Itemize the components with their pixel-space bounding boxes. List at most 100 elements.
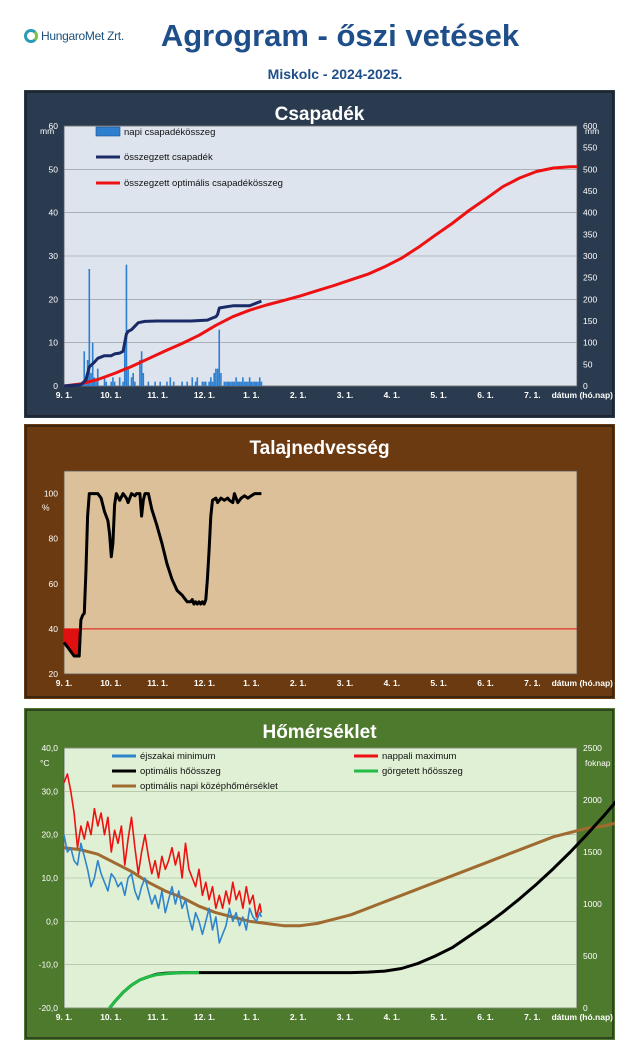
precip-bar: [123, 347, 126, 386]
y-left-tick-label: 10,0: [41, 873, 58, 883]
precip-bar: [125, 264, 128, 386]
precip-bar: [132, 373, 134, 386]
precip-bar: [223, 381, 226, 386]
y-right-tick-label: 400: [583, 208, 597, 218]
y-left-tick-label: 40: [49, 208, 59, 218]
precip-bar: [95, 381, 97, 386]
y-right-tick-label: 150: [583, 316, 597, 326]
y-unit: %: [42, 503, 50, 513]
x-tick-label: 7. 1.: [524, 390, 541, 400]
x-tick-label: 10. 1.: [100, 390, 121, 400]
precip-bar: [245, 381, 248, 386]
precip-bar: [237, 381, 239, 386]
x-tick-label: 7. 1.: [524, 678, 541, 688]
precip-bar: [110, 381, 113, 386]
panel-title: Csapadék: [275, 104, 365, 125]
precip-bar: [130, 377, 133, 386]
y-right-tick-label: 1000: [583, 899, 602, 909]
x-tick-label: 11. 1.: [147, 678, 168, 688]
panel-border: [25, 91, 614, 417]
precip-bar: [226, 381, 229, 386]
x-tick-label: 4. 1.: [384, 678, 401, 688]
y-right-tick-label: 1500: [583, 847, 602, 857]
precip-bar: [113, 381, 116, 386]
precip-bar: [154, 381, 156, 386]
precip-bar: [169, 377, 172, 386]
nightly-min-line: [63, 834, 263, 944]
precip-bar: [127, 368, 129, 386]
deficit-area: [64, 628, 81, 656]
precip-bar: [242, 377, 244, 386]
y-right-tick-label: 200: [583, 294, 597, 304]
x-tick-label: 12. 1.: [194, 390, 215, 400]
x-tick-label: 1. 1.: [243, 678, 260, 688]
y-tick-label: 20: [49, 669, 59, 679]
x-tick-label: 9. 1.: [56, 1012, 73, 1022]
y-right-tick-label: 100: [583, 338, 597, 348]
precip-bar: [233, 381, 236, 386]
precip-bar: [186, 381, 188, 386]
precip-bar: [105, 381, 107, 386]
y-right-tick-label: 0: [583, 1003, 588, 1013]
logo-text: HungaroMet Zrt.: [41, 29, 124, 43]
daily-max-line: [63, 773, 263, 918]
x-tick-label: 11. 1.: [147, 1012, 168, 1022]
y-right-tick-label: 350: [583, 229, 597, 239]
y-right-tick-label: 600: [583, 121, 597, 131]
precip-bar: [215, 368, 217, 386]
precip-bar: [204, 381, 207, 386]
y-left-tick-label: 20: [49, 294, 59, 304]
y-right-tick-label: 2500: [583, 743, 602, 753]
precip-bar: [147, 381, 150, 386]
precip-bar: [196, 377, 199, 386]
x-tick-label: 6. 1.: [477, 390, 494, 400]
legend-label: éjszakai minimum: [140, 751, 216, 762]
x-tick-label: 1. 1.: [243, 390, 260, 400]
precip-bar: [159, 381, 161, 386]
y-left-tick-label: 30: [49, 251, 59, 261]
precip-bar: [228, 381, 231, 386]
precip-bar: [255, 381, 258, 386]
precip-bar: [122, 381, 124, 386]
precip-bar: [112, 377, 114, 386]
x-tick-label: 6. 1.: [477, 1012, 494, 1022]
y-left-tick-label: 60: [49, 121, 59, 131]
y-tick-label: 100: [44, 489, 58, 499]
precip-bar: [172, 381, 175, 386]
y-right-tick-label: 450: [583, 186, 597, 196]
panel-title: Hőmérséklet: [262, 722, 377, 743]
precip-bar: [220, 373, 222, 386]
x-tick-label: 3. 1.: [337, 678, 354, 688]
soil-moisture-chart: Talajnedvesség 20 40 60 80 100% 9. 1. 10. 1. 11.…: [24, 424, 615, 699]
cumulative-precip-line: [63, 299, 262, 388]
precip-bar: [218, 329, 221, 386]
precip-bar: [240, 381, 242, 386]
legend-label: optimális napi középhőmérséklet: [140, 781, 278, 792]
x-tick-label: 6. 1.: [477, 678, 494, 688]
legend-swatch: [95, 126, 121, 137]
optimal-daily-mean-line: [63, 821, 615, 928]
y-tick-label: 40: [49, 624, 59, 634]
precip-bar: [88, 269, 91, 386]
precip-bar: [243, 381, 246, 386]
y-left-tick-label: -20,0: [39, 1003, 59, 1013]
x-tick-label: 10. 1.: [100, 678, 121, 688]
precip-bar: [253, 381, 256, 386]
logo-icon: [24, 29, 38, 43]
y-left-tick-label: 50: [49, 164, 59, 174]
y-left-tick-label: 30,0: [41, 786, 58, 796]
x-tick-label: 4. 1.: [384, 1012, 401, 1022]
precip-bar: [83, 351, 86, 386]
precip-bar: [118, 377, 121, 386]
x-axis-label: dátum (hó.nap): [552, 1012, 614, 1022]
precip-bar: [134, 381, 136, 386]
precip-bar: [230, 381, 232, 386]
x-tick-label: 12. 1.: [194, 678, 215, 688]
x-tick-label: 1. 1.: [243, 1012, 260, 1022]
precipitation-panel: Csapadék 0 10 20 30 40 50 60 0 50 100 150 200 250 300 3…: [24, 90, 615, 418]
x-tick-label: 5. 1.: [430, 390, 447, 400]
x-tick-label: 3. 1.: [337, 1012, 354, 1022]
x-tick-label: 7. 1.: [524, 1012, 541, 1022]
legend-label: görgetett hőösszeg: [382, 766, 463, 777]
soil-moisture-panel: Talajnedvesség 20 40 60 80 100% 9. 1. 10. 1. 11.…: [24, 424, 615, 699]
